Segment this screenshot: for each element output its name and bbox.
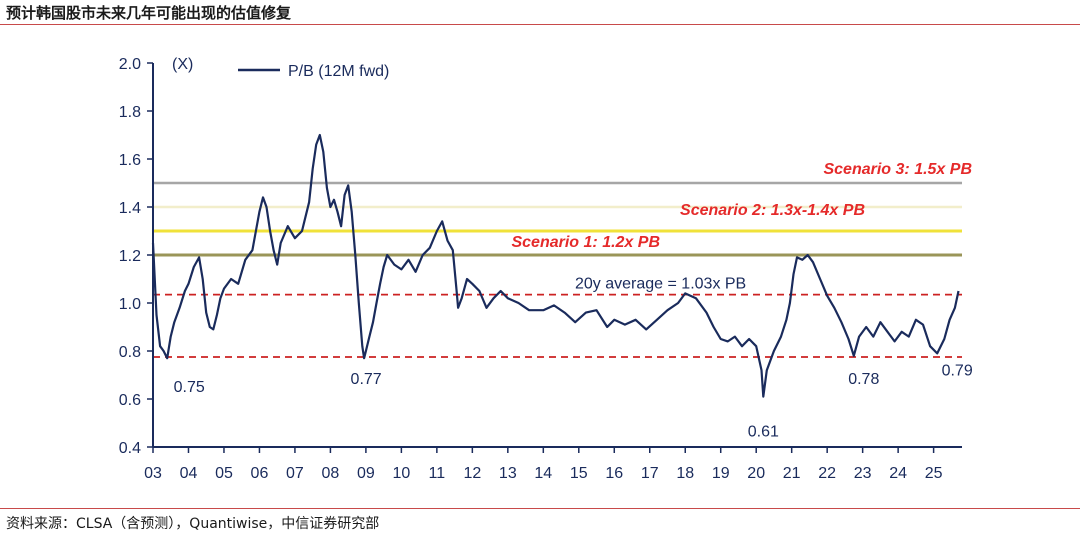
x-tick-label: 25 xyxy=(925,465,943,482)
low-annotation: 0.77 xyxy=(351,371,382,388)
x-tick-label: 24 xyxy=(889,465,907,482)
x-tick-label: 13 xyxy=(499,465,517,482)
x-tick-label: 18 xyxy=(676,465,694,482)
ref-label-scenario2: Scenario 2: 1.3x-1.4x PB xyxy=(680,202,865,219)
low-annotation: 0.75 xyxy=(174,379,205,396)
x-tick-label: 06 xyxy=(251,465,269,482)
x-tick-label: 15 xyxy=(570,465,588,482)
y-tick-label: 1.0 xyxy=(119,296,141,313)
x-tick-label: 03 xyxy=(144,465,162,482)
bottom-divider xyxy=(0,508,1080,509)
y-tick-label: 0.6 xyxy=(119,392,141,409)
source-note: 资料来源：CLSA（含预测），Quantiwise，中信证券研究部 xyxy=(6,516,380,532)
labels-layer: P/B (12M fwd) Scenario 3: 1.5x PB Scenario… xyxy=(174,63,973,441)
y-tick-label: 0.8 xyxy=(119,344,141,361)
top-divider xyxy=(0,24,1080,25)
axes: 2.0 1.8 1.6 1.4 1.2 1.0 0.8 0.6 0.4 (X) 03 04 05 06 07… xyxy=(119,56,962,482)
x-tick-label: 11 xyxy=(429,465,446,482)
x-tick-label: 10 xyxy=(392,465,410,482)
low-annotation: 0.78 xyxy=(848,371,879,388)
y-tick-label: 1.2 xyxy=(119,248,141,265)
x-tick-label: 22 xyxy=(818,465,836,482)
series-layer xyxy=(151,133,960,398)
y-tick-label: 1.4 xyxy=(119,200,141,217)
x-tick-label: 17 xyxy=(641,465,659,482)
series-line-pb xyxy=(151,133,960,398)
y-axis-unit-label: (X) xyxy=(172,56,193,73)
y-tick-label: 1.6 xyxy=(119,152,141,169)
x-tick-label: 20 xyxy=(747,465,765,482)
chart-title: 预计韩国股市未来几年可能出现的估值修复 xyxy=(6,4,292,22)
x-tick-label: 05 xyxy=(215,465,233,482)
x-tick-label: 04 xyxy=(180,465,198,482)
legend-label: P/B (12M fwd) xyxy=(288,63,389,80)
x-tick-label: 21 xyxy=(783,465,801,482)
y-tick-label: 1.8 xyxy=(119,104,141,121)
x-tick-label: 08 xyxy=(322,465,340,482)
x-tick-label: 07 xyxy=(286,465,304,482)
x-tick-label: 23 xyxy=(854,465,872,482)
low-annotation: 0.79 xyxy=(942,362,973,379)
y-tick-label: 2.0 xyxy=(119,56,141,73)
y-tick-label: 0.4 xyxy=(119,440,141,457)
x-tick-label: 12 xyxy=(463,465,481,482)
low-annotation: 0.61 xyxy=(748,424,779,441)
ref-label-average: 20y average = 1.03x PB xyxy=(575,276,746,293)
ref-label-scenario3: Scenario 3: 1.5x PB xyxy=(823,161,972,178)
x-tick-label: 16 xyxy=(605,465,623,482)
x-tick-label: 19 xyxy=(712,465,730,482)
ref-label-scenario1: Scenario 1: 1.2x PB xyxy=(511,234,660,251)
x-tick-label: 14 xyxy=(534,465,552,482)
x-tick-label: 09 xyxy=(357,465,375,482)
